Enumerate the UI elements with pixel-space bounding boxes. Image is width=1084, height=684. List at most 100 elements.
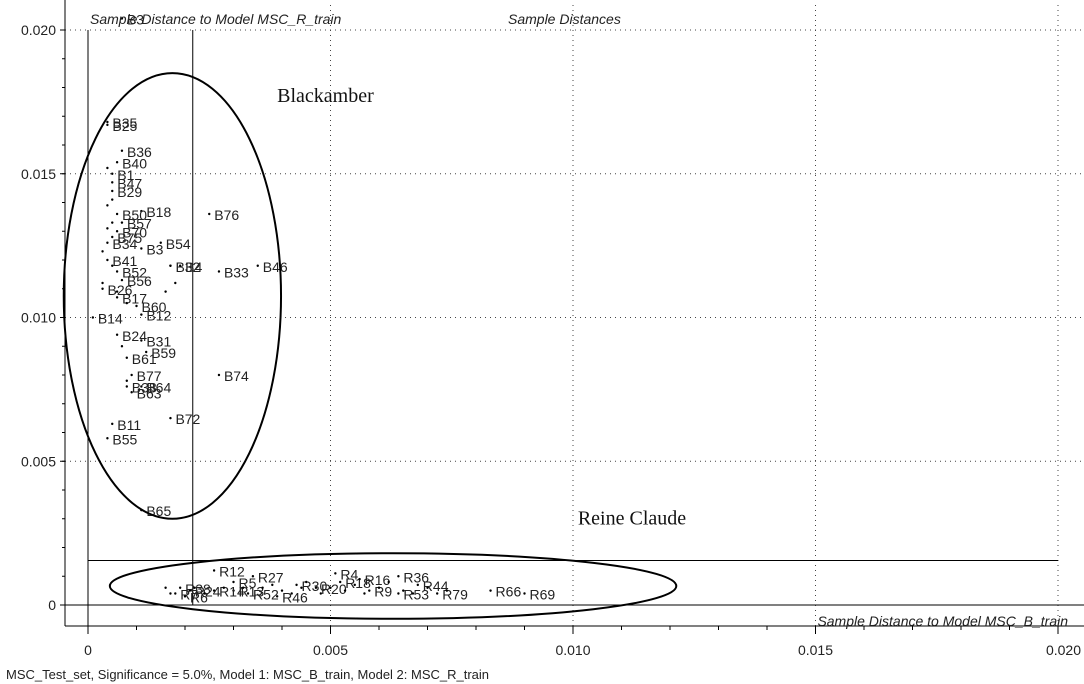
data-point: [120, 278, 124, 282]
data-point: [120, 345, 124, 348]
data-point: [212, 589, 216, 592]
data-point: [106, 204, 109, 207]
data-point: [174, 592, 177, 595]
data-point: [106, 166, 109, 170]
data-point-label: B1: [117, 167, 134, 183]
data-point-label: B59: [151, 345, 176, 361]
y-tick-label: 0.005: [21, 453, 56, 469]
data-point: [135, 304, 138, 308]
data-point: [188, 589, 192, 592]
data-point: [111, 198, 114, 201]
data-point: [397, 592, 400, 595]
data-point-label: R24: [195, 584, 221, 600]
x-axis-ticks: 0 0.005 0.010 0.015 0.020: [84, 626, 1081, 658]
data-point-label: B47: [117, 175, 142, 191]
data-point: [169, 264, 172, 267]
data-point: [106, 437, 109, 440]
data-point-label: B54: [166, 236, 191, 252]
data-point-label: B72: [175, 411, 200, 427]
data-point: [305, 580, 308, 584]
x-tick-label: 0.010: [555, 642, 590, 658]
data-point: [111, 181, 114, 184]
data-point: [343, 589, 347, 592]
data-point-label: B57: [127, 216, 152, 232]
data-point: [164, 586, 167, 589]
data-point: [111, 172, 114, 175]
data-point: [169, 416, 172, 420]
group-ellipse: [108, 552, 678, 620]
data-point-label: B56: [127, 273, 152, 289]
data-point: [314, 586, 318, 589]
data-point: [125, 356, 128, 359]
data-point: [140, 209, 143, 213]
data-point: [101, 281, 104, 285]
group-ellipses: [62, 72, 678, 620]
y-axis-label: Sample Distance to Model MSC_R_train: [90, 11, 342, 27]
footer-caption: MSC_Test_set, Significance = 5.0%, Model…: [6, 667, 489, 682]
data-point: [111, 235, 114, 239]
data-point-label: R36: [403, 569, 429, 585]
data-point-label: R46: [282, 589, 308, 605]
data-point-label: R30: [302, 578, 328, 594]
data-point: [115, 161, 119, 164]
chart-title: Sample Distances: [508, 11, 621, 27]
data-point-label: B64: [146, 380, 171, 396]
data-point: [106, 123, 109, 127]
data-point: [101, 250, 104, 253]
data-point-label: B12: [146, 308, 171, 324]
data-point: [140, 385, 143, 388]
data-point: [261, 586, 264, 589]
x-tick-label: 0.015: [798, 642, 833, 658]
data-point: [140, 339, 143, 342]
data-point-label: B60: [142, 299, 167, 315]
y-axis-ticks: 0 0.005 0.010 0.015 0.020: [21, 22, 65, 613]
data-point-label: B36: [127, 144, 152, 160]
data-point-label: B35: [112, 115, 137, 131]
y-tick-label: 0.010: [21, 310, 56, 326]
data-point: [203, 592, 206, 595]
y-tick-label: 0.015: [21, 166, 56, 182]
data-point: [280, 589, 284, 592]
data-point-label: R20: [321, 581, 347, 597]
data-point: [368, 589, 371, 592]
data-point: [125, 301, 128, 305]
data-point: [426, 586, 429, 589]
data-point: [193, 586, 196, 589]
data-point: [115, 230, 119, 233]
data-point: [319, 592, 322, 595]
data-point-label: R52: [253, 587, 279, 603]
data-point: [106, 227, 109, 230]
x-tick-label: 0: [84, 642, 92, 658]
data-point: [125, 379, 128, 382]
data-point: [140, 313, 143, 316]
critical-limit-lines: [88, 30, 1058, 605]
data-point: [101, 287, 104, 290]
data-point: [120, 149, 124, 152]
data-point: [111, 264, 114, 267]
x-tick-label: 0.020: [1046, 642, 1081, 658]
data-point: [353, 583, 356, 587]
data-point: [130, 373, 133, 377]
group-annotations: Blackamber Reine Claude: [277, 85, 686, 530]
data-point-label: B25: [112, 118, 137, 134]
data-point-label: R79: [442, 587, 468, 603]
data-point: [445, 589, 449, 592]
data-point: [397, 575, 400, 578]
data-point: [208, 212, 211, 216]
data-point: [120, 17, 124, 20]
data-point: [120, 221, 124, 224]
data-point-label: B77: [137, 368, 162, 384]
data-point: [217, 270, 221, 273]
data-point: [106, 241, 109, 244]
data-point: [115, 333, 119, 336]
data-point: [242, 586, 245, 589]
data-point: [111, 189, 114, 193]
data-point-label: B41: [112, 253, 137, 269]
data-point: [115, 290, 119, 293]
data-point: [300, 586, 303, 589]
x-axis-label: Sample Distance to Model MSC_B_train: [817, 613, 1068, 629]
data-point: [111, 221, 114, 224]
data-point-label: B52: [122, 265, 147, 281]
data-point: [178, 264, 182, 267]
